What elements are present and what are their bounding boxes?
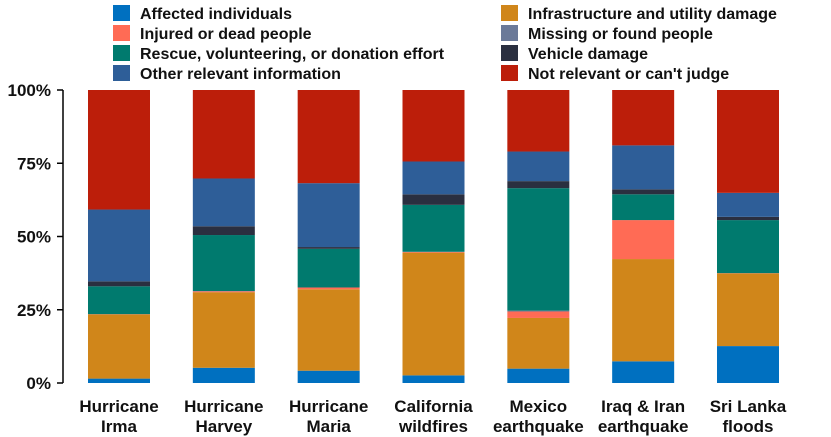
x-category-label: Hurricane Maria: [289, 397, 368, 436]
legend-swatch-infrastructure-and-utility-damage: [501, 5, 518, 21]
bar-segment-infrastructure-and-utility-damage: [717, 273, 779, 347]
legend-swatch-rescue-volunteering-or-donation-effort: [113, 45, 130, 61]
x-category-label: Iraq & Iran earthquake: [598, 397, 689, 436]
x-category-label: Hurricane Irma: [79, 397, 158, 436]
bars: [88, 90, 779, 383]
bar-segment-rescue-volunteering-or-donation-effort: [88, 286, 150, 315]
bar-segment-not-relevant-or-can-t-judge: [507, 90, 570, 152]
bar-segment-other-relevant-information: [297, 183, 360, 248]
legend-label-infrastructure-and-utility-damage: Infrastructure and utility damage: [528, 6, 777, 23]
bar-segment-injured-or-dead-people: [192, 291, 255, 293]
legend-swatch-vehicle-damage: [501, 45, 518, 61]
bar-stack-hurricane-maria: [297, 90, 360, 383]
y-axis: 0% 25% 50% 75% 100%: [8, 81, 64, 393]
legend-label-missing-or-found-people: Missing or found people: [528, 26, 713, 43]
bar-segment-affected-individuals: [717, 346, 779, 383]
y-tick-label: 25%: [17, 301, 51, 320]
bar-segment-other-relevant-information: [507, 151, 570, 182]
bar-segment-infrastructure-and-utility-damage: [88, 314, 150, 379]
legend-swatch-missing-or-found-people: [501, 25, 518, 41]
bar-segment-injured-or-dead-people: [612, 220, 675, 260]
legend-label-vehicle-damage: Vehicle damage: [528, 46, 648, 63]
bar-segment-affected-individuals: [612, 361, 675, 383]
bar-segment-other-relevant-information: [402, 161, 465, 195]
y-tick-label: 100%: [8, 81, 51, 100]
bar-segment-other-relevant-information: [717, 192, 779, 217]
bar-stack-mexico-earthquake: [507, 90, 570, 383]
x-category-label: Sri Lanka floods: [710, 397, 787, 436]
legend-swatch-injured-or-dead-people: [113, 25, 130, 41]
legend: Affected individuals Injured or dead peop…: [113, 5, 777, 83]
legend-label-injured-or-dead-people: Injured or dead people: [140, 26, 312, 43]
y-tick-label: 50%: [17, 228, 51, 247]
legend-label-affected-individuals: Affected individuals: [140, 6, 292, 23]
bar-segment-injured-or-dead-people: [507, 311, 570, 318]
bar-segment-injured-or-dead-people: [297, 287, 360, 290]
legend-swatch-affected-individuals: [113, 5, 130, 21]
bar-segment-other-relevant-information: [88, 209, 150, 282]
bar-segment-infrastructure-and-utility-damage: [612, 259, 675, 362]
bar-segment-affected-individuals: [297, 370, 360, 383]
bar-segment-rescue-volunteering-or-donation-effort: [717, 220, 779, 274]
bar-segment-rescue-volunteering-or-donation-effort: [402, 204, 465, 252]
bar-segment-rescue-volunteering-or-donation-effort: [297, 248, 360, 288]
bar-segment-affected-individuals: [88, 378, 150, 383]
bar-segment-not-relevant-or-can-t-judge: [192, 90, 255, 179]
bar-segment-not-relevant-or-can-t-judge: [402, 90, 465, 162]
legend-swatch-other-relevant-information: [113, 65, 130, 81]
x-category-label: California wildfires: [394, 397, 473, 436]
bar-segment-affected-individuals: [192, 367, 255, 383]
bar-segment-affected-individuals: [402, 375, 465, 383]
bar-segment-injured-or-dead-people: [402, 252, 465, 253]
bar-segment-infrastructure-and-utility-damage: [192, 292, 255, 368]
bar-segment-not-relevant-or-can-t-judge: [717, 90, 779, 193]
bar-segment-rescue-volunteering-or-donation-effort: [192, 235, 255, 291]
bar-segment-infrastructure-and-utility-damage: [402, 252, 465, 376]
bar-segment-other-relevant-information: [612, 145, 675, 190]
bar-segment-vehicle-damage: [88, 281, 150, 287]
bar-segment-not-relevant-or-can-t-judge: [297, 90, 360, 184]
bar-segment-vehicle-damage: [402, 194, 465, 205]
bar-segment-vehicle-damage: [507, 181, 570, 189]
bar-segment-infrastructure-and-utility-damage: [297, 289, 360, 371]
bar-segment-missing-or-found-people: [507, 310, 570, 312]
bar-stack-hurricane-irma: [88, 90, 150, 383]
bar-segment-other-relevant-information: [192, 178, 255, 227]
bar-segment-affected-individuals: [507, 368, 570, 383]
bar-segment-infrastructure-and-utility-damage: [507, 317, 570, 369]
bar-segment-vehicle-damage: [612, 189, 675, 195]
legend-label-rescue-volunteering-or-donation-effort: Rescue, volunteering, or donation effort: [140, 46, 445, 63]
bar-segment-vehicle-damage: [192, 226, 255, 236]
bar-stack-iraq-iran-earthquake: [612, 90, 675, 383]
legend-swatch-not-relevant-or-can-t-judge: [501, 65, 518, 81]
bar-segment-not-relevant-or-can-t-judge: [88, 90, 150, 210]
y-tick-label: 0%: [26, 374, 51, 393]
bar-segment-rescue-volunteering-or-donation-effort: [612, 194, 675, 221]
x-category-label: Hurricane Harvey: [184, 397, 263, 436]
bar-segment-vehicle-damage: [297, 247, 360, 249]
bar-stack-california-wildfires: [402, 90, 465, 383]
x-axis: Hurricane Irma Hurricane Harvey Hurricane Mar…: [79, 397, 786, 436]
bar-stack-sri-lanka-floods: [717, 90, 779, 383]
bar-segment-vehicle-damage: [717, 216, 779, 221]
legend-label-not-relevant-or-can-t-judge: Not relevant or can't judge: [528, 66, 729, 83]
bar-segment-not-relevant-or-can-t-judge: [612, 90, 675, 146]
bar-stack-hurricane-harvey: [192, 90, 255, 383]
legend-label-other-relevant-information: Other relevant information: [140, 66, 341, 83]
y-tick-label: 75%: [17, 154, 51, 173]
x-category-label: Mexico earthquake: [493, 397, 584, 436]
bar-segment-rescue-volunteering-or-donation-effort: [507, 188, 570, 311]
